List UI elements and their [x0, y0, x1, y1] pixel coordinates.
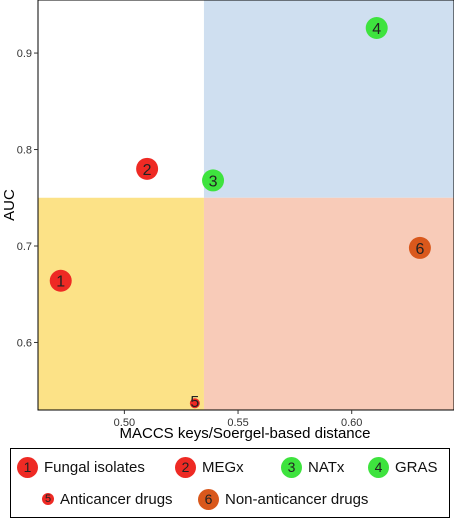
x-tick-label: 0.50: [114, 417, 135, 429]
point-label: 1: [56, 274, 65, 291]
y-axis-ticks: 0.6 0.7 0.8 0.9: [17, 48, 38, 349]
data-point: 1: [49, 269, 72, 292]
data-point: 2: [136, 157, 159, 180]
legend-item: 6 Non-anticancer drugs: [198, 487, 368, 511]
point-label: 5: [190, 394, 199, 411]
legend: 1 Fungal isolates 2 MEGx 3 NATx 4 GRAS 5 Anticanc…: [10, 448, 450, 518]
legend-item: 5 Anticancer drugs: [42, 487, 173, 511]
x-tick-label: 0.55: [227, 417, 248, 429]
y-tick-label: 0.6: [17, 337, 32, 349]
point-label: 6: [415, 241, 424, 258]
y-axis-title: AUC: [1, 189, 18, 221]
point-label: 2: [143, 162, 152, 179]
data-point: 5: [189, 394, 200, 411]
data-points: 1 2 3 4 5 6: [49, 16, 431, 411]
y-tick-label: 0.8: [17, 145, 32, 157]
legend-item: 3 NATx: [281, 455, 344, 479]
plot-border: [37, 0, 454, 411]
legend-marker: 4: [368, 456, 389, 478]
x-axis-ticks: 0.50 0.55 0.60: [114, 410, 362, 429]
legend-label: Anticancer drugs: [60, 490, 173, 508]
y-tick-label: 0.7: [17, 241, 32, 253]
legend-label: Non-anticancer drugs: [225, 490, 369, 508]
quadrant-bottom-left: [38, 197, 204, 410]
legend-marker: 2: [175, 456, 196, 478]
legend-label: NATx: [308, 458, 345, 476]
legend-marker: 6: [198, 488, 219, 510]
legend-item: 1 Fungal isolates: [17, 455, 145, 479]
legend-label: Fungal isolates: [44, 458, 145, 476]
quadrant-bottom-right: [203, 197, 454, 410]
legend-item: 2 MEGx: [175, 455, 244, 479]
quadrant-top-right: [203, 0, 454, 198]
data-point: 3: [202, 169, 225, 192]
x-tick-label: 0.60: [341, 417, 362, 429]
x-axis-title: MACCS keys/Soergel-based distance: [120, 425, 371, 442]
quadrant-top-left: [38, 0, 204, 198]
y-tick-label: 0.9: [17, 48, 32, 60]
legend-marker: 3: [281, 456, 302, 478]
legend-marker: 5: [42, 493, 54, 505]
point-marker: [202, 169, 225, 192]
point-marker: [136, 157, 159, 180]
plot-background: [38, 0, 454, 410]
legend-marker: 1: [17, 456, 38, 478]
scatter-chart: 1 2 3 4 5 6 0.6 0.7 0.8 0.9 0.50 0.55 0.60 MACCS k…: [1, 0, 454, 442]
point-marker: [189, 398, 200, 409]
data-point: 6: [408, 236, 431, 259]
point-marker: [49, 269, 72, 292]
point-marker: [408, 236, 431, 259]
point-label: 4: [372, 21, 381, 38]
data-point: 4: [365, 16, 388, 39]
legend-item: 4 GRAS: [368, 455, 438, 479]
legend-label: MEGx: [202, 458, 244, 476]
point-label: 3: [209, 173, 218, 190]
legend-label: GRAS: [395, 458, 438, 476]
point-marker: [365, 16, 388, 39]
